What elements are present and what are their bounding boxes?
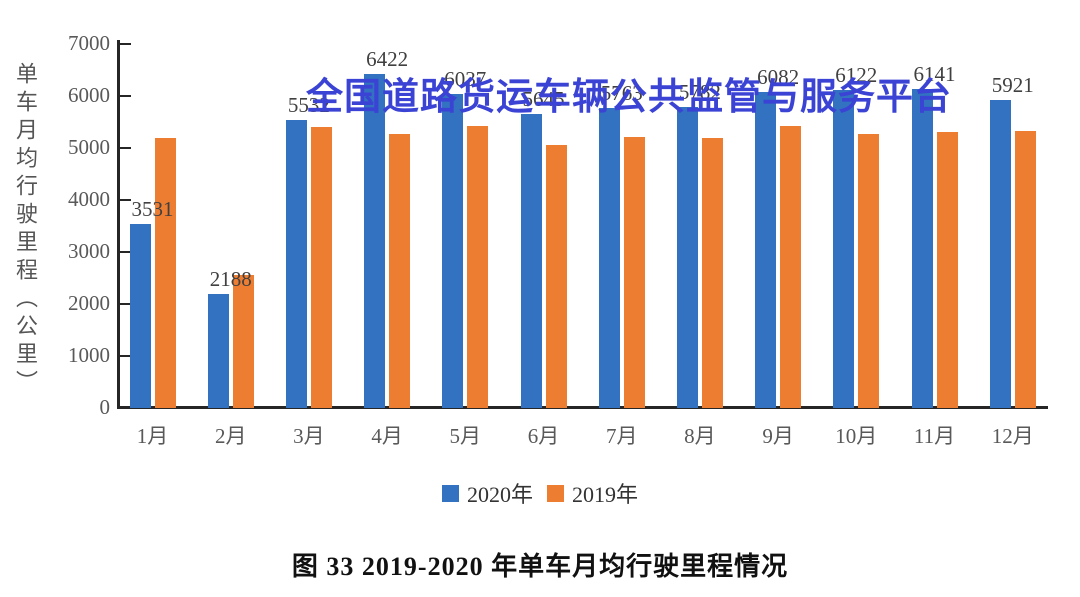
bar-2019年-9月 [780,126,802,408]
value-label-1月: 3531 [131,197,174,222]
legend-label-2020: 2020年 [466,482,533,507]
bar-2019年-12月 [1014,130,1036,408]
watermark: 全国道路货运车辆公共监管与服务平台 [306,76,952,117]
bar-2020年-10月 [833,89,855,408]
bar-2020年-7月 [598,108,620,408]
legend-item-2019: 2019年 [547,477,638,509]
x-axis-label-6月: 6月 [527,424,560,448]
bar-2020年-6月 [520,114,542,408]
y-tick-mark-5000 [119,147,131,149]
value-label-4月: 6422 [366,47,409,72]
bar-2020年-8月 [676,107,698,408]
value-label-12月: 5921 [991,73,1034,98]
bar-2020年-1月 [129,224,151,408]
x-axis-label-8月: 8月 [684,424,716,448]
bar-2019年-10月 [858,133,880,408]
y-tick-label-3000: 3000 [68,239,110,263]
bar-2020年-3月 [285,120,307,408]
bar-2019年-7月 [623,137,645,408]
bar-2019年-5月 [467,126,489,408]
y-tick-mark-6000 [119,95,131,97]
legend-item-2020: 2020年 [441,477,533,509]
bar-2019年-3月 [310,127,332,408]
value-label-9月: 6082 [757,64,800,89]
bar-2019年-8月 [701,138,723,408]
value-label-5月: 6037 [444,67,487,92]
value-label-8月: 5782 [678,80,721,105]
y-tick-label-4000: 4000 [68,187,110,211]
x-axis-label-10月: 10月 [835,424,878,448]
bar-2019年-1月 [154,138,176,408]
x-axis-line [117,406,1048,409]
legend-swatch-2020 [441,484,459,502]
y-axis-line [117,40,120,409]
x-axis-label-4月: 4月 [371,424,403,448]
bar-2019年-6月 [545,144,567,408]
y-tick-label-5000: 5000 [68,135,110,159]
figure-caption: 图 33 2019-2020 年单车月均行驶里程情况 [291,552,789,581]
x-axis-label-9月: 9月 [762,424,794,448]
bar-2020年-2月 [207,294,229,408]
y-tick-mark-7000 [119,43,131,45]
y-axis-title: 单车月均行驶里程（公里） [13,62,38,398]
bar-2020年-5月 [442,94,464,408]
x-axis-label-2月: 2月 [214,424,247,448]
y-tick-mark-3000 [119,251,131,253]
y-tick-mark-4000 [119,199,131,201]
bar-2020年-4月 [364,74,386,408]
bar-2019年-2月 [232,274,254,408]
x-axis-label-5月: 5月 [449,424,482,448]
x-axis-label-11月: 11月 [913,424,956,448]
legend: 2020年 2019年 [0,477,1080,509]
x-axis-label-1月: 1月 [136,424,169,448]
bar-2020年-12月 [989,100,1011,408]
y-tick-label-0: 0 [99,395,111,419]
value-label-2月: 2188 [209,267,252,292]
y-tick-label-1000: 1000 [68,343,110,367]
legend-label-2019: 2019年 [572,482,639,507]
value-label-6月: 5645 [522,87,565,112]
y-tick-label-6000: 6000 [68,83,110,107]
x-axis-label-7月: 7月 [605,424,638,448]
x-axis-label-12月: 12月 [991,424,1034,448]
value-label-10月: 6122 [835,62,878,87]
bar-2020年-11月 [911,88,933,408]
bar-2019年-4月 [389,133,411,408]
value-label-7月: 5763 [600,81,643,106]
legend-swatch-2019 [547,484,564,502]
value-label-11月: 6141 [913,61,956,86]
y-tick-label-2000: 2000 [68,291,110,315]
bar-2019年-11月 [936,132,958,408]
x-axis-label-3月: 3月 [293,424,325,448]
bar-2020年-9月 [755,91,777,408]
y-tick-mark-2000 [119,303,131,305]
y-tick-label-7000: 7000 [68,31,110,55]
y-tick-mark-1000 [119,355,131,357]
value-label-3月: 5532 [287,93,330,118]
